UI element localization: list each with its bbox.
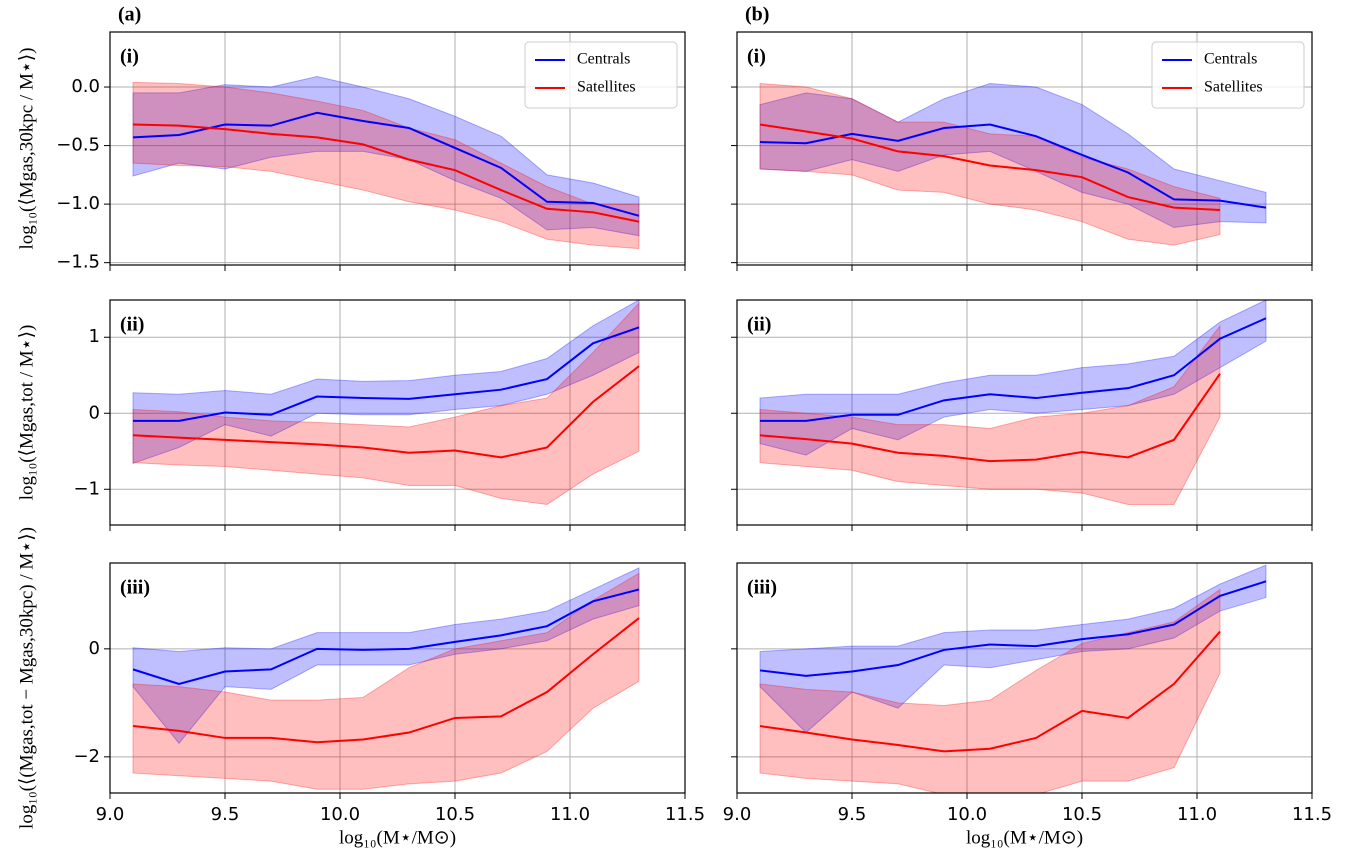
y-tick-label: −0.5 bbox=[56, 135, 100, 156]
median-line bbox=[759, 630, 1221, 753]
legend-box bbox=[1151, 41, 1305, 109]
panel-label: (i) bbox=[747, 46, 766, 68]
y-tick-label: 0 bbox=[89, 402, 100, 423]
median-line bbox=[759, 123, 1267, 209]
plot-frame bbox=[736, 31, 1313, 266]
y-axis-label: log₁₀(⟨Mgas,tot / M⋆⟩) bbox=[16, 325, 37, 501]
x-tick-label: 11.5 bbox=[1292, 804, 1332, 825]
plot-frame bbox=[109, 31, 686, 266]
panel-label: (iii) bbox=[120, 577, 150, 599]
x-axis-label: log₁₀(M⋆/M⊙) bbox=[339, 827, 456, 848]
range-band bbox=[132, 572, 640, 790]
x-tick-label: 10.0 bbox=[947, 804, 987, 825]
panel-label: (ii) bbox=[120, 314, 144, 336]
median-line bbox=[132, 111, 640, 217]
median-line bbox=[759, 373, 1221, 463]
column-label: (b) bbox=[745, 4, 769, 26]
median-line bbox=[132, 123, 640, 223]
plot-frame bbox=[109, 562, 686, 794]
median-line bbox=[132, 588, 640, 685]
legend-label: Satellites bbox=[577, 79, 636, 96]
x-tick-label: 9.5 bbox=[838, 804, 867, 825]
plot-frame bbox=[736, 562, 1313, 794]
plot-frame bbox=[736, 299, 1313, 526]
x-tick-label: 10.5 bbox=[1062, 804, 1102, 825]
x-tick-label: 10.5 bbox=[435, 804, 475, 825]
y-tick-label: −1.0 bbox=[56, 193, 100, 214]
x-tick-label: 10.0 bbox=[320, 804, 360, 825]
range-band bbox=[759, 324, 1221, 505]
x-tick-label: 11.0 bbox=[550, 804, 590, 825]
range-band bbox=[759, 564, 1267, 734]
x-tick-label: 11.5 bbox=[665, 804, 705, 825]
y-tick-label: −2 bbox=[73, 746, 100, 767]
column-label: (a) bbox=[118, 4, 141, 26]
y-tick-label: 0 bbox=[89, 638, 100, 659]
legend-label: Centrals bbox=[1204, 51, 1257, 68]
range-band bbox=[759, 83, 1267, 229]
median-line bbox=[132, 617, 640, 744]
y-tick-label: 1 bbox=[89, 326, 100, 347]
range-band bbox=[759, 82, 1221, 246]
x-tick-label: 9.5 bbox=[211, 804, 240, 825]
median-line bbox=[760, 317, 1267, 422]
legend-label: Satellites bbox=[1204, 79, 1263, 96]
range-band bbox=[132, 81, 640, 250]
panel-label: (ii) bbox=[747, 314, 771, 336]
range-band bbox=[132, 300, 640, 465]
x-axis-label: log₁₀(M⋆/M⊙) bbox=[966, 827, 1083, 848]
range-band bbox=[132, 75, 640, 237]
y-axis-label: log₁₀(⟨Mgas,30kpc / M⋆⟩) bbox=[16, 48, 37, 250]
y-tick-label: 0.0 bbox=[71, 76, 100, 97]
range-band bbox=[132, 567, 640, 745]
x-tick-label: 11.0 bbox=[1177, 804, 1217, 825]
x-tick-label: 9.0 bbox=[96, 804, 125, 825]
panel-label: (i) bbox=[120, 46, 139, 68]
median-line bbox=[133, 326, 640, 422]
plot-frame bbox=[109, 299, 686, 526]
median-line bbox=[132, 365, 640, 459]
y-tick-label: −1 bbox=[73, 478, 100, 499]
median-line bbox=[759, 123, 1221, 211]
y-axis-label: log₁₀(⟨(Mgas,tot − Mgas,30kpc) / M⋆⟩) bbox=[16, 527, 37, 829]
legend-label: Centrals bbox=[577, 51, 630, 68]
panel-label: (iii) bbox=[747, 577, 777, 599]
legend-box bbox=[524, 41, 678, 109]
median-line bbox=[759, 580, 1267, 677]
x-tick-label: 9.0 bbox=[723, 804, 752, 825]
range-band bbox=[759, 300, 1267, 456]
y-tick-label: −1.5 bbox=[56, 252, 100, 273]
